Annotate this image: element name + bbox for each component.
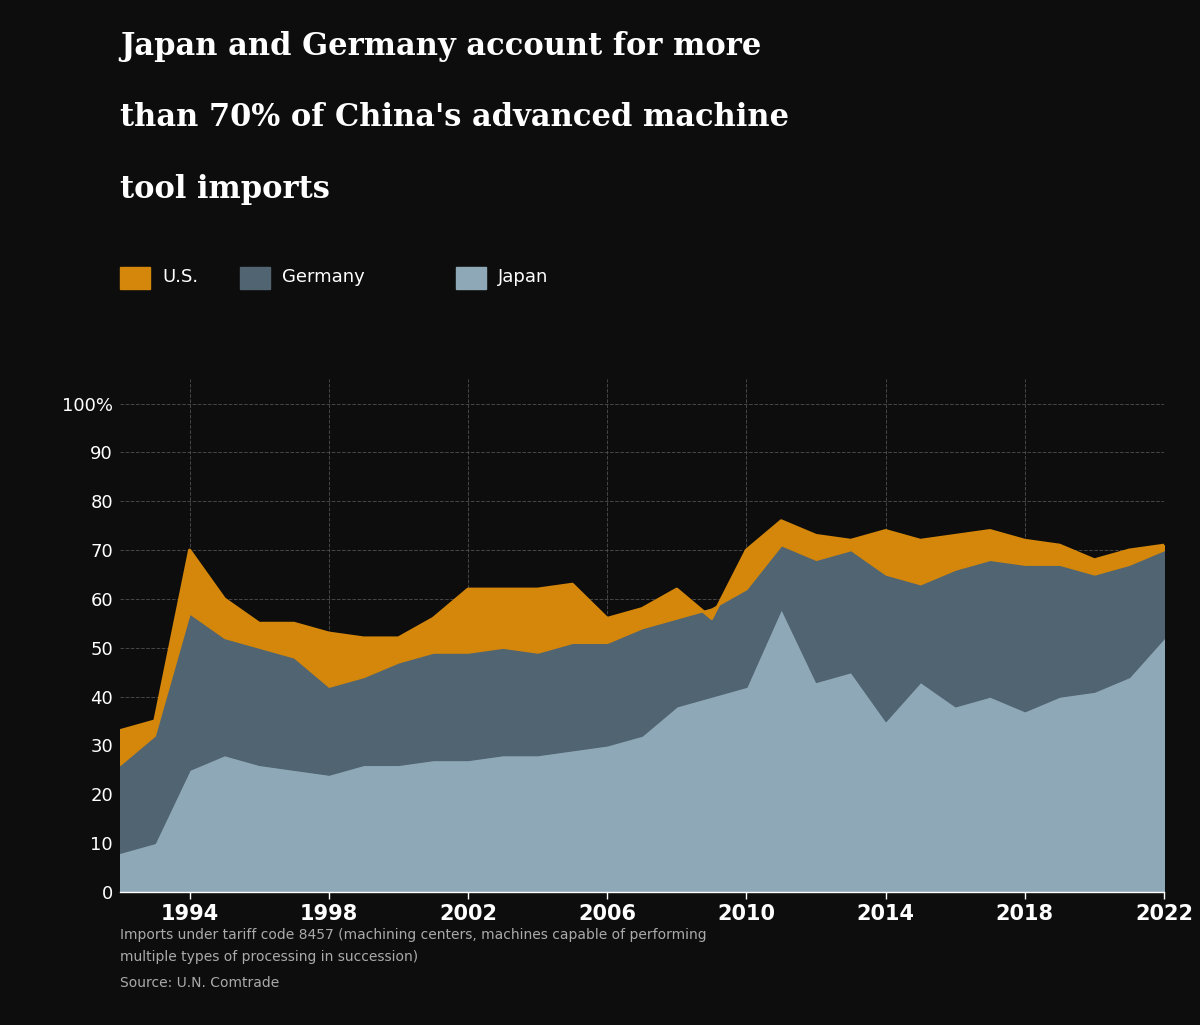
Text: Japan and Germany account for more: Japan and Germany account for more [120,31,761,62]
Text: than 70% of China's advanced machine: than 70% of China's advanced machine [120,102,790,133]
Text: Source: U.N. Comtrade: Source: U.N. Comtrade [120,976,280,990]
Text: tool imports: tool imports [120,174,330,205]
Text: Japan: Japan [498,268,548,286]
Text: Germany: Germany [282,268,365,286]
Text: U.S.: U.S. [162,268,198,286]
Text: multiple types of processing in succession): multiple types of processing in successi… [120,950,418,965]
Text: Imports under tariff code 8457 (machining centers, machines capable of performin: Imports under tariff code 8457 (machinin… [120,928,707,942]
